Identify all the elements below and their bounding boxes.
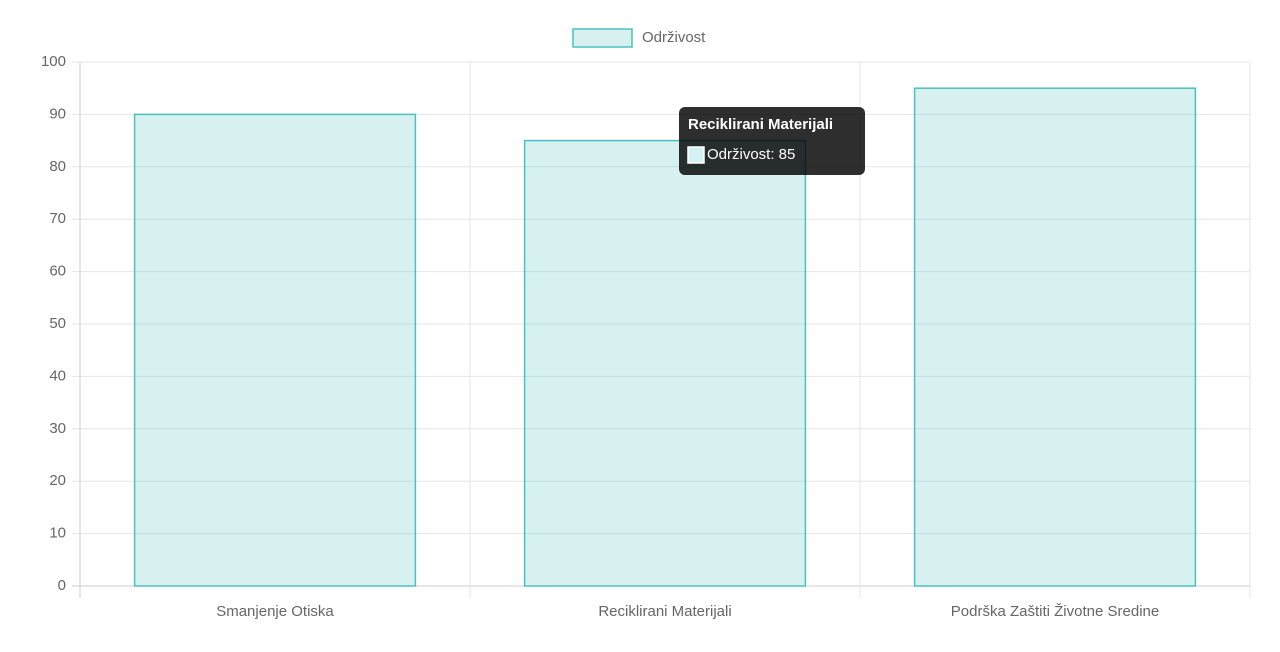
- y-tick-label: 80: [49, 158, 66, 175]
- bar: [133, 113, 417, 587]
- x-tick-label: Podrška Zaštiti Životne Sredine: [951, 603, 1159, 620]
- y-tick-label: 0: [58, 577, 66, 594]
- bar: [913, 87, 1197, 587]
- bar: [523, 139, 807, 587]
- legend-label: Održivost: [642, 29, 706, 46]
- y-tick-label: 30: [49, 420, 66, 437]
- tooltip: Reciklirani Materijali Održivost: 85: [679, 107, 865, 175]
- y-tick-label: 10: [49, 525, 66, 542]
- tooltip-title: Reciklirani Materijali: [688, 116, 833, 133]
- x-tick-label: Reciklirani Materijali: [598, 603, 731, 620]
- y-tick-label: 60: [49, 263, 66, 280]
- legend: Održivost: [572, 28, 706, 48]
- y-tick-label: 100: [41, 53, 66, 70]
- tooltip-body: Održivost: 85: [707, 146, 795, 163]
- y-tick-label: 50: [49, 315, 66, 332]
- tooltip-swatch: [687, 146, 705, 164]
- y-tick-label: 40: [49, 367, 66, 384]
- y-tick-label: 70: [49, 210, 66, 227]
- legend-swatch: [572, 28, 633, 48]
- x-tick-label: Smanjenje Otiska: [216, 603, 334, 620]
- tooltip-box: [679, 107, 865, 175]
- y-tick-label: 20: [49, 472, 66, 489]
- y-tick-label: 90: [49, 105, 66, 122]
